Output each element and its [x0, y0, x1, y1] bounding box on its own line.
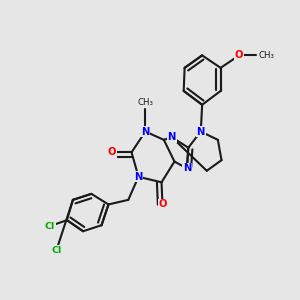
Text: CH₃: CH₃ — [259, 51, 275, 60]
Text: Cl: Cl — [51, 246, 62, 255]
Text: N: N — [196, 127, 205, 136]
Text: N: N — [134, 172, 142, 182]
Text: Cl: Cl — [45, 222, 55, 231]
Text: N: N — [167, 132, 176, 142]
Text: O: O — [235, 50, 243, 60]
Text: N: N — [183, 164, 191, 173]
Text: CH₃: CH₃ — [137, 98, 153, 107]
Text: O: O — [158, 200, 167, 209]
Text: N: N — [141, 127, 150, 136]
Text: O: O — [107, 147, 116, 157]
